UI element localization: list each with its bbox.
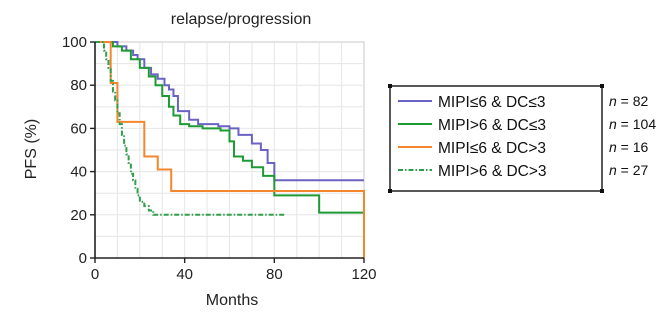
- series-line-1: [95, 41, 364, 182]
- y-tick-label: 40: [70, 164, 87, 181]
- legend-corner: [600, 84, 604, 88]
- n-annotation-3: n = 16: [609, 139, 649, 155]
- legend-corner: [600, 189, 604, 193]
- series-line-4: [95, 41, 286, 216]
- legend-label-1: MIPI≤6 & DC≤3: [438, 94, 545, 111]
- legend-label-2: MIPI>6 & DC≤3: [438, 117, 546, 134]
- x-tick-label: 120: [351, 266, 376, 283]
- y-tick-label: 100: [62, 34, 87, 51]
- x-tick-label: 0: [91, 266, 99, 283]
- x-tick-label: 80: [266, 266, 283, 283]
- n-annotation-1: n = 82: [609, 93, 649, 109]
- legend-corner: [388, 189, 392, 193]
- legend-label-3: MIPI≤6 & DC>3: [438, 140, 546, 157]
- legend-corner: [388, 84, 392, 88]
- n-annotation-4: n = 27: [609, 162, 649, 178]
- y-tick-label: 80: [70, 77, 87, 94]
- axes: 0 20 40 60 80 100 0 40 80 120: [62, 34, 377, 283]
- series-line-2: [95, 41, 364, 214]
- x-axis-title: Months: [206, 292, 258, 309]
- chart-title: relapse/progression: [171, 11, 312, 28]
- y-tick-label: 0: [79, 250, 87, 267]
- y-tick-label: 20: [70, 207, 87, 224]
- legend-label-4: MIPI>6 & DC>3: [438, 163, 547, 180]
- y-tick-label: 60: [70, 120, 87, 137]
- plot-lines: [95, 41, 365, 258]
- sample-size-annotations: n = 82 n = 104 n = 16 n = 27: [609, 93, 656, 178]
- x-tick-label: 40: [176, 266, 193, 283]
- legend: MIPI≤6 & DC≤3 MIPI>6 & DC≤3 MIPI≤6 & DC>3 M…: [388, 84, 604, 193]
- grid: [94, 41, 365, 259]
- y-axis-title: PFS (%): [23, 119, 40, 179]
- series-line-3: [95, 41, 365, 258]
- legend-box: [389, 85, 603, 192]
- n-annotation-2: n = 104: [609, 116, 656, 132]
